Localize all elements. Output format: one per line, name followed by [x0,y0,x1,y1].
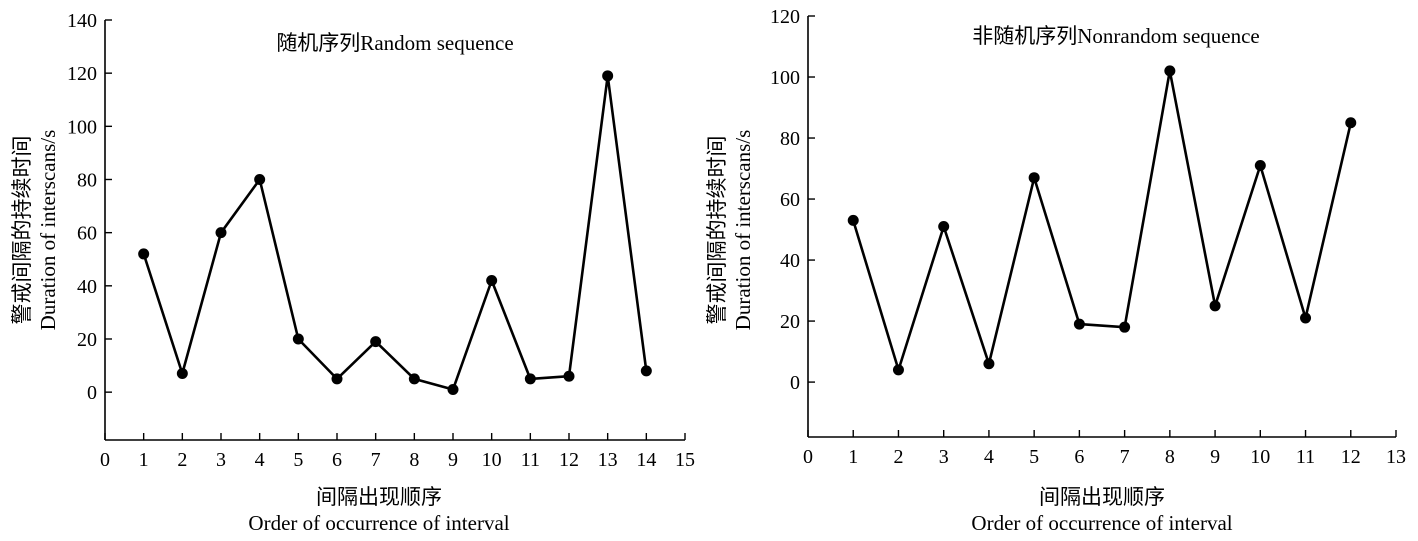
x-tick-label: 6 [1074,446,1084,468]
data-point [176,368,188,380]
x-tick-label: 15 [675,449,695,471]
y-tick-label: 40 [77,276,97,298]
data-point [640,365,652,377]
data-point [370,336,382,348]
x-tick-label: 2 [177,449,187,471]
y-tick-label: 80 [780,128,800,150]
x-tick-label: 2 [893,446,903,468]
x-tick-label: 7 [371,449,381,471]
y-tick-label: 140 [67,10,97,32]
data-point [1300,312,1312,324]
data-point [1073,318,1085,330]
data-point [138,248,150,260]
x-tick-label: 10 [482,449,502,471]
data-point [215,227,227,239]
data-point [1345,117,1357,129]
data-point [983,358,995,370]
y-tick-label: 100 [770,67,800,89]
x-tick-label: 10 [1250,446,1270,468]
y-axis-label-en: Duration of interscans/s [36,130,60,331]
x-tick-label: 5 [293,449,303,471]
data-point [1254,159,1266,171]
data-point [447,383,459,395]
x-tick-label: 1 [848,446,858,468]
x-tick-label: 12 [1341,446,1361,468]
data-point [524,373,536,385]
data-point [331,373,343,385]
plot-area [138,70,652,395]
x-tick-label: 9 [448,449,458,471]
y-axis-label-en: Duration of interscans/s [731,130,755,331]
x-tick-label: 4 [984,446,994,468]
x-tick-label: 5 [1029,446,1039,468]
y-tick-label: 20 [780,311,800,333]
data-point [892,364,904,376]
y-tick-label: 60 [77,223,97,245]
data-point [254,173,266,185]
x-tick-label: 6 [332,449,342,471]
x-tick-label: 11 [521,449,540,471]
data-point [847,214,859,226]
x-tick-label: 4 [255,449,265,471]
x-axis-label-cn: 间隔出现顺序 [1039,485,1165,509]
y-tick-label: 120 [67,63,97,85]
x-tick-label: 3 [939,446,949,468]
data-point [1209,300,1221,312]
x-axis-label-en: Order of occurrence of interval [248,511,509,535]
x-tick-label: 12 [559,449,579,471]
y-tick-label: 100 [67,116,97,138]
data-point [1028,172,1040,184]
data-point [1164,65,1176,77]
x-tick-label: 8 [409,449,419,471]
x-tick-label: 0 [803,446,813,468]
y-axis-label-cn: 警戒间隔的持续时间 [705,136,729,325]
x-tick-label: 13 [1386,446,1406,468]
x-tick-label: 11 [1296,446,1315,468]
x-tick-label: 7 [1120,446,1130,468]
x-tick-label: 8 [1165,446,1175,468]
data-point [602,70,614,82]
y-tick-label: 120 [770,6,800,28]
data-point [486,275,498,287]
y-tick-label: 80 [77,169,97,191]
chart-nonrandom-sequence: 非随机序列Nonrandom sequence 0 20 40 60 80 100 120 0… [705,6,1406,535]
x-tick-label: 0 [100,449,110,471]
data-point [1119,321,1131,333]
x-tick-label: 3 [216,449,226,471]
chart-random-sequence: 随机序列Random sequence 0 20 40 60 80 100 120 140 0 1… [10,10,695,535]
data-point [938,221,950,232]
plot-area [847,65,1357,376]
data-point [408,373,420,385]
series-line [142,74,648,391]
data-point [292,333,304,345]
data-point [563,370,575,382]
chart-title: 非随机序列Nonrandom sequence [972,24,1260,48]
x-tick-label: 13 [598,449,618,471]
y-tick-label: 20 [77,329,97,351]
x-axis-label-cn: 间隔出现顺序 [316,485,442,509]
x-tick-label: 1 [139,449,149,471]
x-tick-label: 9 [1210,446,1220,468]
y-tick-label: 0 [87,382,97,404]
y-tick-label: 60 [780,189,800,211]
series-line [851,69,1353,372]
y-tick-label: 0 [790,372,800,394]
y-axis-label-cn: 警戒间隔的持续时间 [10,136,34,325]
y-tick-label: 40 [780,250,800,272]
chart-title: 随机序列Random sequence [276,31,513,55]
x-axis-label-en: Order of occurrence of interval [971,511,1232,535]
x-tick-label: 14 [636,449,656,471]
